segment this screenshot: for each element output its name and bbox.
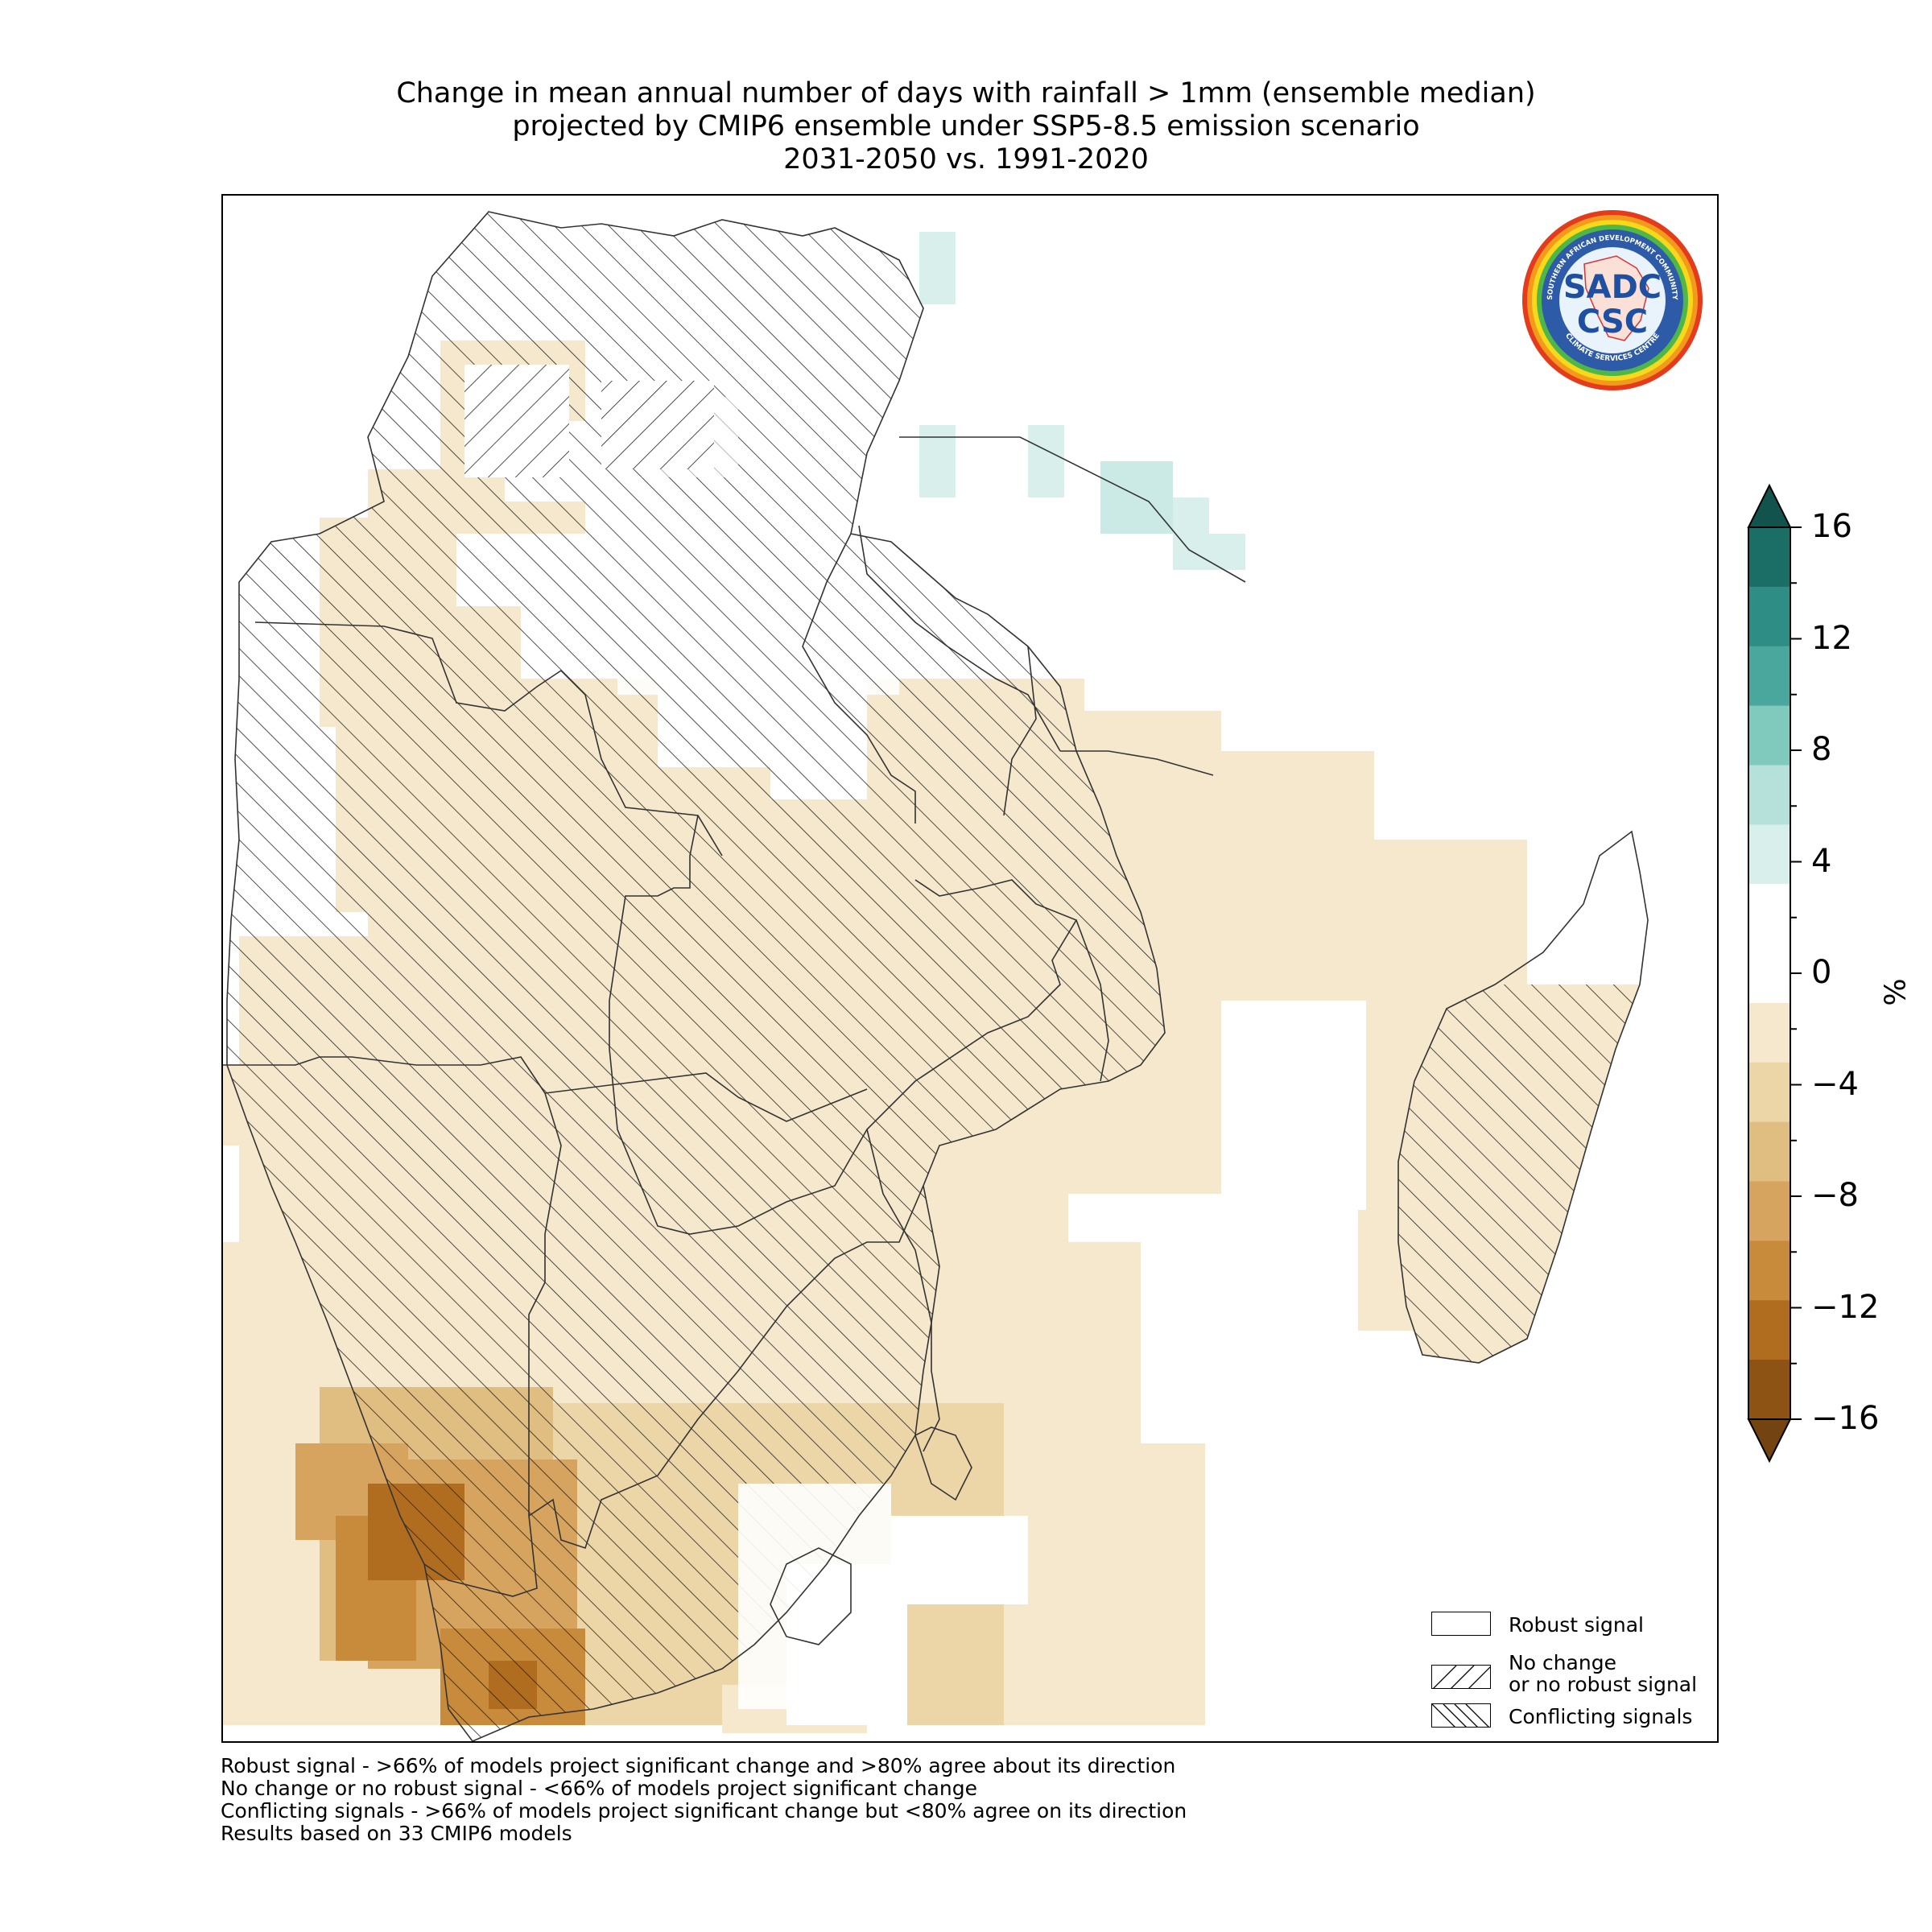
- colorbar-segment: [1748, 1241, 1790, 1301]
- title-line-1: Change in mean annual number of days wit…: [396, 77, 1536, 109]
- legend-item-conflicting: Conflicting signals: [1431, 1703, 1721, 1736]
- colorbar-tick-label: −8: [1811, 1177, 1859, 1214]
- figure-title: Change in mean annual number of days wit…: [0, 77, 1932, 176]
- footnote-no-change: No change or no robust signal - <66% of …: [221, 1777, 977, 1800]
- colorbar-unit: %: [1879, 978, 1913, 1006]
- colorbar-segment: [1748, 943, 1790, 1004]
- hatching-conflicting-signals: [464, 365, 714, 477]
- colorbar-tick-label: 0: [1811, 954, 1832, 991]
- svg-text:CSC: CSC: [1577, 303, 1648, 341]
- colorbar-segment: [1748, 765, 1790, 825]
- svg-text:SADC: SADC: [1563, 269, 1662, 306]
- legend-swatch-conflicting: [1431, 1703, 1491, 1728]
- colorbar-segment: [1748, 586, 1790, 647]
- country-borders: [223, 211, 1246, 1741]
- anomaly-grid-positive: [919, 232, 1245, 570]
- colorbar-segment: [1748, 884, 1790, 944]
- colorbar-tick-label: 12: [1811, 619, 1852, 657]
- title-line-2: projected by CMIP6 ensemble under SSP5-8…: [512, 110, 1420, 142]
- colorbar-segment: [1748, 824, 1790, 885]
- map-canvas: [223, 211, 1649, 1741]
- colorbar: [1739, 479, 1852, 1469]
- legend-label-conflicting: Conflicting signals: [1509, 1705, 1693, 1728]
- colorbar-segment: [1748, 1360, 1790, 1420]
- colorbar-graphic: [1747, 483, 1802, 1463]
- logo-graphic: SADC CSC SOUTHERN AFRICAN DEVELOPMENT CO…: [1522, 210, 1703, 390]
- sadc-csc-logo: SADC CSC SOUTHERN AFRICAN DEVELOPMENT CO…: [1520, 208, 1705, 393]
- legend-swatch-robust: [1431, 1612, 1491, 1636]
- colorbar-tick-label: 8: [1811, 731, 1832, 768]
- colorbar-tick-label: −16: [1811, 1400, 1880, 1437]
- colorbar-arrow-top: [1747, 483, 1792, 528]
- footnote-conflicting: Conflicting signals - >66% of models pro…: [221, 1799, 1187, 1823]
- forward-hatch-swatch: [1433, 1666, 1490, 1688]
- footnote-models: Results based on 33 CMIP6 models: [221, 1822, 572, 1845]
- back-hatch-swatch: [1432, 1704, 1489, 1727]
- colorbar-segment: [1748, 1062, 1790, 1123]
- legend-label-no-change-line1: No change: [1509, 1651, 1616, 1674]
- legend-label-no-change-line2: or no robust signal: [1509, 1673, 1698, 1696]
- colorbar-tick-label: 16: [1811, 508, 1852, 545]
- legend-item-no-change: No change or no robust signal: [1431, 1652, 1721, 1695]
- footnote-robust: Robust signal - >66% of models project s…: [221, 1754, 1176, 1777]
- colorbar-segment: [1748, 705, 1790, 766]
- map-panel: [221, 194, 1719, 1743]
- footnotes: Robust signal - >66% of models project s…: [221, 1755, 1187, 1845]
- legend-label-robust: Robust signal: [1509, 1613, 1644, 1637]
- colorbar-tick-label: −4: [1811, 1065, 1859, 1103]
- colorbar-segment: [1748, 1121, 1790, 1183]
- legend-item-robust: Robust signal: [1431, 1612, 1721, 1644]
- colorbar-segment: [1748, 646, 1790, 707]
- hatching-legend: Robust signal No change or no robust sig…: [1431, 1612, 1713, 1732]
- colorbar-segment: [1748, 527, 1790, 588]
- colorbar-segment: [1748, 1300, 1790, 1360]
- colorbar-segment: [1748, 1181, 1790, 1241]
- colorbar-tick-label: −12: [1811, 1288, 1880, 1326]
- colorbar-tick-label: 4: [1811, 842, 1832, 880]
- title-line-3: 2031-2050 vs. 1991-2020: [783, 143, 1149, 175]
- legend-swatch-no-change: [1431, 1665, 1491, 1689]
- colorbar-segment: [1748, 1002, 1790, 1063]
- colorbar-arrow-bottom: [1747, 1418, 1792, 1463]
